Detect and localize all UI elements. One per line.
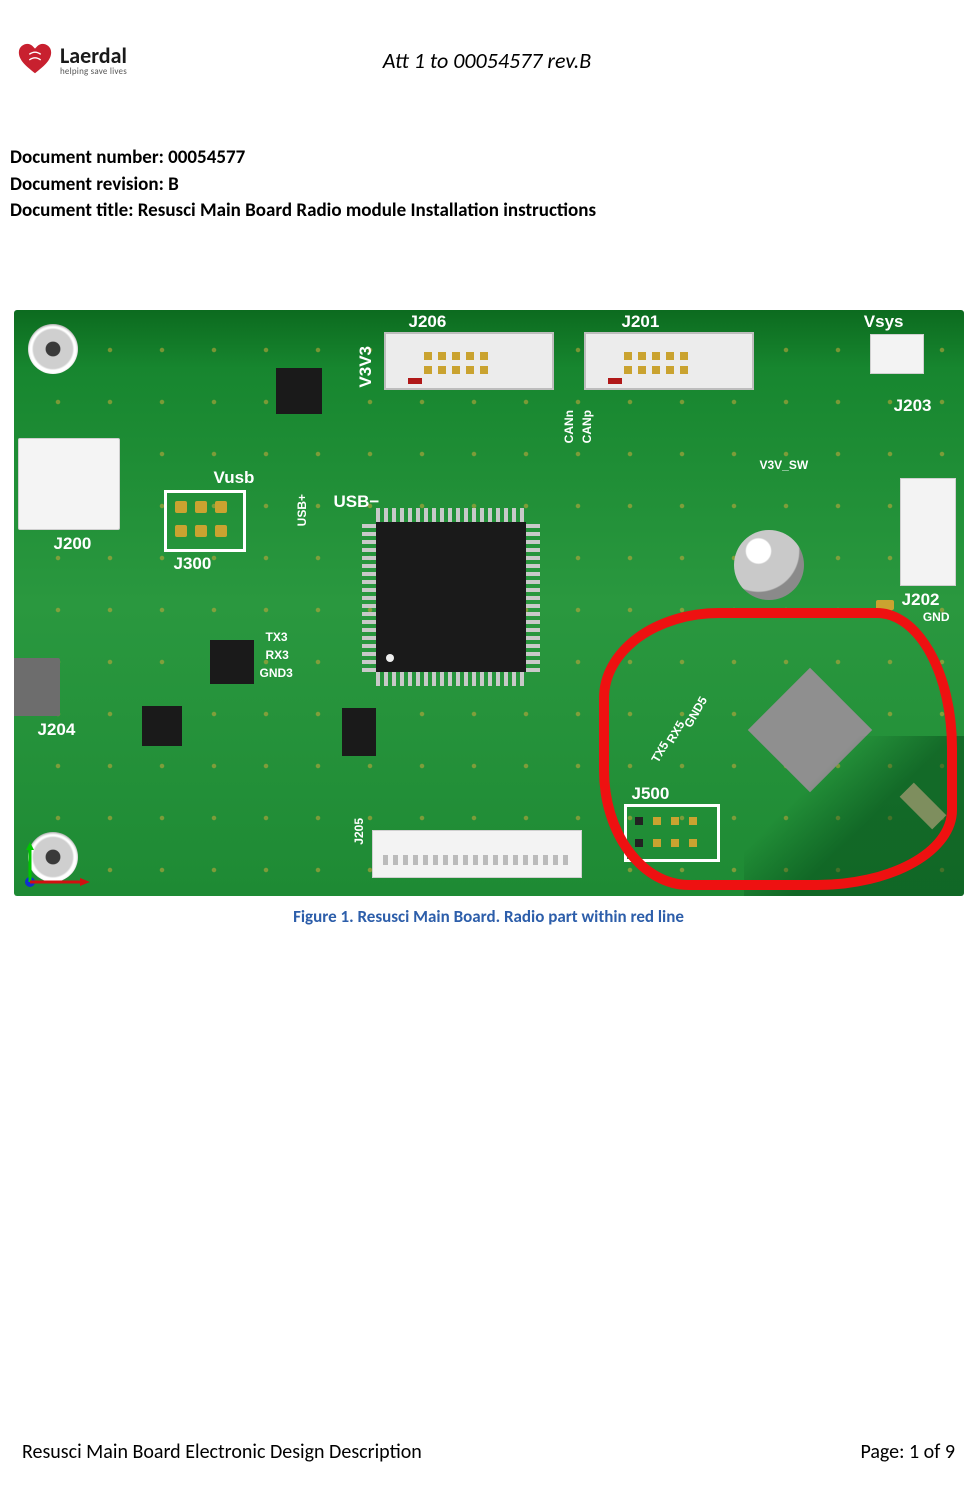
silk-j201: J201 [622, 312, 660, 332]
connector-j206 [384, 332, 554, 390]
doc-title: Resusci Main Board Radio module Installa… [138, 199, 596, 222]
figure-1: J206 J201 Vsys J203 J202 GND V3V3 CANn C… [10, 310, 967, 927]
silk-j204: J204 [38, 720, 76, 740]
connector-j201 [584, 332, 754, 390]
doc-revision: B [168, 173, 179, 196]
silk-vsys: Vsys [864, 312, 904, 332]
silk-gnd3: GND3 [260, 666, 293, 680]
connector-vsys [870, 334, 924, 374]
silk-canp: CANp [580, 410, 594, 443]
frame-j300 [164, 490, 246, 552]
silk-j202: J202 [902, 590, 940, 610]
silk-j500: J500 [632, 784, 670, 804]
silk-rx3: RX3 [266, 648, 289, 662]
mount-hole-tl [28, 324, 78, 374]
connector-j204 [14, 658, 60, 716]
silk-gnd: GND [923, 610, 950, 624]
silk-j300: J300 [174, 554, 212, 574]
ic-mid-2 [342, 708, 376, 756]
pcb-render: J206 J201 Vsys J203 J202 GND V3V3 CANn C… [14, 310, 964, 896]
silk-tx5: TX5 [648, 739, 671, 765]
connector-j202 [900, 478, 956, 586]
cap-electrolytic [734, 530, 804, 600]
silk-v3vsw: V3V_SW [760, 458, 809, 472]
silk-tx3: TX3 [266, 630, 288, 644]
document-meta: Document number: 00054577 Document revis… [10, 145, 967, 225]
silk-j206: J206 [409, 312, 447, 332]
silk-v3v3: V3V3 [356, 346, 376, 388]
silk-usbm: USB− [334, 492, 380, 512]
header-title: Att 1 to 00054577 rev.B [7, 47, 967, 74]
doc-number-label: Document number: [10, 146, 168, 169]
silk-j200: J200 [54, 534, 92, 554]
doc-title-label: Document title: [10, 199, 138, 222]
page-header: Laerdal helping save lives Att 1 to 0005… [10, 30, 967, 90]
silk-usbp: USB+ [295, 494, 309, 526]
ic-top-1 [276, 368, 322, 414]
pad-gnd [876, 600, 894, 610]
silk-j205: J205 [352, 818, 366, 845]
silk-j203: J203 [894, 396, 932, 416]
silk-rx5: RX5 [663, 718, 687, 745]
silk-cann: CANn [562, 410, 576, 443]
heart-icon [16, 41, 54, 79]
footer-left: Resusci Main Board Electronic Design Des… [22, 1440, 422, 1464]
doc-number: 00054577 [168, 146, 245, 169]
connector-j200 [18, 438, 120, 530]
ic-mid-1 [210, 640, 254, 684]
doc-revision-label: Document revision: [10, 173, 168, 196]
qfp-mcu [376, 522, 526, 672]
axes-gizmo [22, 842, 92, 890]
figure-caption: Figure 1. Resusci Main Board. Radio part… [10, 906, 967, 927]
silk-vusb: Vusb [214, 468, 255, 488]
frame-j500 [624, 804, 720, 862]
rf-groundplane [744, 736, 964, 896]
connector-j205 [372, 830, 582, 878]
page-footer: Resusci Main Board Electronic Design Des… [22, 1440, 955, 1464]
ic-mid-3 [142, 706, 182, 746]
footer-right: Page: 1 of 9 [860, 1440, 955, 1464]
